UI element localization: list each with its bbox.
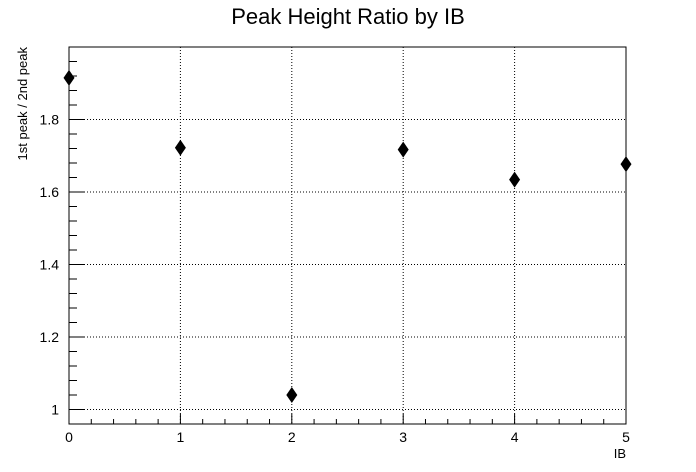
- data-point: [286, 387, 298, 403]
- x-tick-label: 0: [65, 429, 73, 445]
- data-points: [63, 69, 632, 403]
- x-tick-label: 3: [399, 429, 407, 445]
- x-tick-label: 2: [288, 429, 296, 445]
- data-point: [174, 139, 186, 156]
- x-axis-label: IB: [614, 446, 626, 461]
- y-tick-label: 1: [51, 402, 59, 418]
- data-point: [620, 156, 632, 173]
- data-point: [509, 171, 521, 188]
- y-tick-label: 1.4: [40, 257, 60, 273]
- y-tick-label: 1.2: [40, 329, 60, 345]
- x-axis: 0 1 2 3 4 5: [65, 414, 630, 445]
- x-tick-label: 5: [622, 429, 630, 445]
- y-tick-label: 1.6: [40, 184, 60, 200]
- grid-lines: [69, 47, 626, 424]
- y-axis: 1 1.2 1.4 1.6 1.8: [40, 61, 85, 418]
- y-axis-label: 1st peak / 2nd peak: [15, 47, 30, 161]
- plot-frame: [68, 46, 627, 425]
- y-tick-label: 1.8: [40, 112, 60, 128]
- chart-title: Peak Height Ratio by IB: [231, 4, 465, 29]
- data-point: [397, 141, 409, 158]
- data-point: [63, 69, 75, 86]
- x-tick-label: 4: [511, 429, 519, 445]
- x-tick-label: 1: [177, 429, 185, 445]
